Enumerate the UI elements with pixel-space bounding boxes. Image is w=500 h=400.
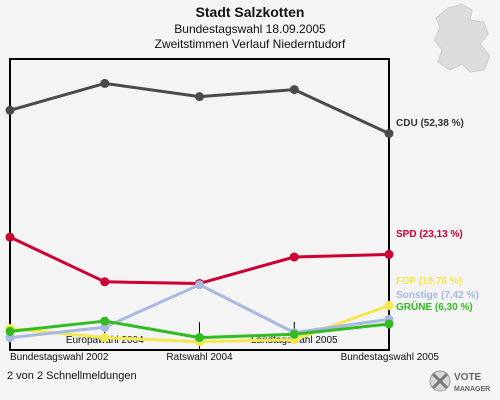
data-point-spd-4 bbox=[384, 249, 394, 259]
series-labels: CDU (52,38 %) SPD (23,13 %) FDP (10,76 %) S… bbox=[396, 118, 479, 313]
data-point-spd-0 bbox=[5, 232, 15, 242]
data-point-spd-1 bbox=[100, 277, 110, 287]
series-label-cdu: CDU (52,38 %) bbox=[396, 118, 464, 129]
data-point-grüne-2 bbox=[195, 333, 204, 343]
footer-note: 2 von 2 Schnellmeldungen bbox=[7, 370, 137, 382]
logo-text-manager: MANAGER bbox=[454, 386, 490, 393]
series-line-spd bbox=[9, 235, 390, 285]
data-point-fdp-1 bbox=[100, 333, 110, 343]
data-point-spd-3 bbox=[289, 252, 299, 262]
germany-map-icon bbox=[433, 3, 491, 73]
data-point-fdp-4 bbox=[384, 301, 394, 311]
series-lines bbox=[9, 81, 390, 344]
data-point-cdu-1 bbox=[100, 78, 110, 88]
data-point-grüne-0 bbox=[5, 326, 15, 336]
data-point-sonstige-1 bbox=[100, 322, 110, 332]
chart-title: Stadt Salzkotten bbox=[196, 4, 305, 20]
logo-text-vote: VOTE bbox=[454, 372, 482, 383]
x-tick-label-4: Bundestagswahl 2005 bbox=[341, 352, 440, 363]
series-label-grüne: GRÜNE (6,30 %) bbox=[396, 300, 473, 313]
series-label-sonstige: Sonstige (7,42 %) bbox=[396, 290, 479, 301]
series-label-spd: SPD (23,13 %) bbox=[396, 229, 463, 240]
data-point-cdu-3 bbox=[289, 85, 299, 95]
series-line-cdu bbox=[9, 81, 390, 135]
chart-subtitle-election: Bundestagswahl 18.09.2005 bbox=[174, 22, 326, 36]
data-point-grüne-1 bbox=[100, 316, 110, 326]
votemanager-logo: VOTE MANAGER bbox=[429, 370, 490, 393]
data-point-cdu-0 bbox=[5, 105, 15, 115]
data-point-cdu-2 bbox=[195, 92, 204, 102]
series-label-fdp: FDP (10,76 %) bbox=[396, 276, 462, 287]
data-point-grüne-3 bbox=[289, 329, 299, 339]
data-point-sonstige-0 bbox=[5, 333, 15, 343]
data-point-grüne-4 bbox=[384, 319, 394, 329]
chart-subtitle-district: Zweitstimmen Verlauf Niederntudorf bbox=[155, 37, 346, 51]
data-point-cdu-4 bbox=[384, 128, 394, 138]
x-tick-label-0: Bundestagswahl 2002 bbox=[10, 352, 109, 363]
x-tick-label-2: Ratswahl 2004 bbox=[166, 352, 233, 363]
data-point-sonstige-2 bbox=[195, 280, 204, 290]
plot-frame bbox=[9, 58, 390, 351]
series-points bbox=[5, 78, 394, 347]
